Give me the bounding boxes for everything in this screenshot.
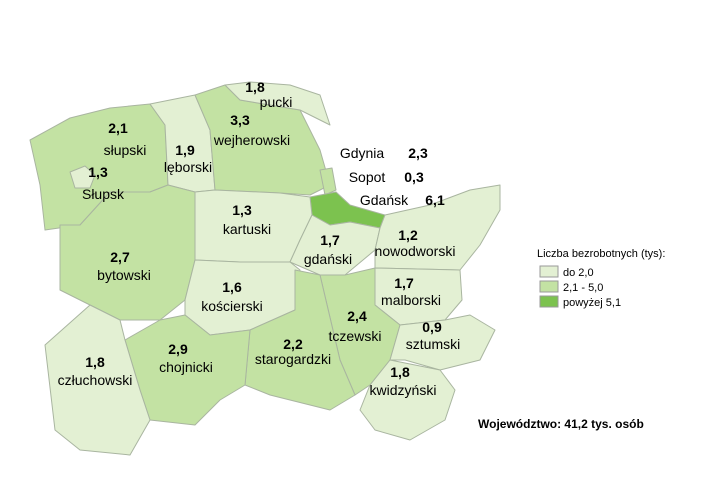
region-name: chojnicki (159, 359, 213, 375)
region-name: Sopot (349, 169, 386, 185)
region-value: 2,4 (347, 308, 367, 324)
legend-swatch (539, 280, 559, 293)
region-name: starogardzki (255, 351, 331, 367)
region-name: tczewski (329, 328, 382, 344)
region-name: słupski (104, 142, 147, 158)
region-name: malborski (381, 292, 441, 308)
region-value: 1,3 (88, 164, 108, 180)
region-name: wejherowski (213, 132, 290, 148)
region-value: 2,1 (108, 120, 128, 136)
region-name: kwidzyński (370, 382, 437, 398)
region-value: 1,7 (320, 232, 340, 248)
region (224, 81, 331, 126)
region-name: gdański (304, 251, 352, 267)
region-value: 1,2 (398, 227, 418, 243)
region-name: pucki (260, 94, 293, 110)
region (69, 165, 96, 189)
region-name: lęborski (164, 159, 212, 175)
legend-label: 2,1 - 5,0 (563, 282, 603, 294)
regions (29, 81, 501, 456)
region-value: 0,9 (422, 319, 442, 335)
region-value: 1,8 (85, 354, 105, 370)
region (319, 167, 337, 196)
legend-label: do 2,0 (563, 267, 594, 279)
region-name: kartuski (223, 221, 271, 237)
region (244, 269, 356, 411)
region-value: 1,8 (245, 79, 265, 95)
region-value: 1,9 (175, 142, 195, 158)
region-value: 0,3 (404, 169, 424, 185)
region-value: 1,8 (390, 364, 410, 380)
region-name: nowodworski (375, 243, 456, 259)
footer: Województwo: 41,2 tys. osób (478, 417, 644, 431)
region-name: kościerski (201, 298, 262, 314)
region-value: 2,3 (408, 145, 428, 161)
region-value: 1,6 (222, 279, 242, 295)
region-value: 1,7 (394, 275, 414, 291)
legend-label: powyżej 5,1 (563, 297, 621, 309)
region-name: Gdynia (340, 145, 385, 161)
region (389, 314, 496, 371)
region (44, 304, 151, 456)
legend-swatch (539, 265, 559, 278)
region-value: 2,7 (110, 249, 130, 265)
legend-swatch (539, 295, 559, 308)
region-value: 2,2 (283, 336, 303, 352)
region-name: człuchowski (58, 372, 133, 388)
legend-title: Liczba bezrobotnych (tys): (537, 248, 665, 260)
region-name: bytowski (97, 267, 151, 283)
region-value: 1,3 (232, 202, 252, 218)
region-value: 3,3 (230, 112, 250, 128)
region (359, 359, 456, 441)
region-value: 2,9 (168, 341, 188, 357)
region-name: Słupsk (82, 186, 125, 202)
region-name: Gdańsk (360, 192, 409, 208)
region-value: 6,1 (425, 192, 445, 208)
region (374, 184, 501, 271)
region-name: sztumski (406, 336, 460, 352)
